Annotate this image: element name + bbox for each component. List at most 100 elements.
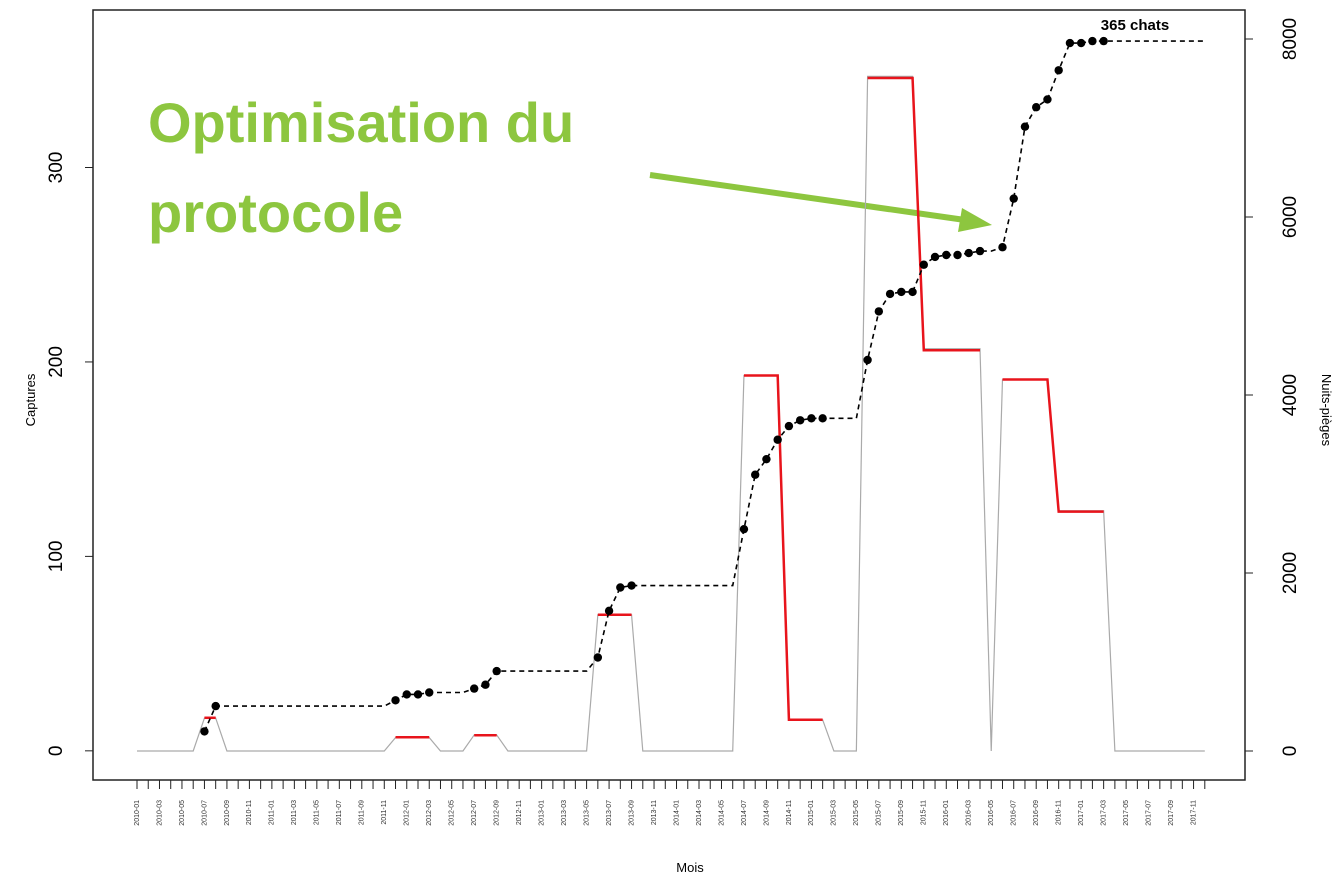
data-point xyxy=(1076,38,1086,48)
x-tick-label: 2015-07 xyxy=(876,800,883,826)
data-point xyxy=(391,696,400,705)
x-tick-label: 2013-09 xyxy=(628,800,635,826)
y2-tick-label: 8000 xyxy=(1280,18,1301,60)
x-tick-label: 2012-05 xyxy=(449,800,456,826)
x-tick-label: 2011-01 xyxy=(269,800,276,825)
data-point xyxy=(470,684,479,693)
annotation: protocole xyxy=(148,181,403,244)
data-point xyxy=(211,701,220,711)
x-tick-label: 2015-05 xyxy=(853,800,860,826)
x-tick-label: 2012-07 xyxy=(471,800,478,826)
x-tick-label: 2014-05 xyxy=(718,800,725,826)
data-point xyxy=(897,287,906,297)
x-tick-label: 2011-05 xyxy=(314,800,321,825)
data-point xyxy=(975,246,985,256)
x-tick-label: 2016-07 xyxy=(1011,800,1018,826)
data-point xyxy=(818,414,827,423)
x-tick-label: 2012-11 xyxy=(516,800,523,825)
series-line xyxy=(203,40,1205,732)
data-point xyxy=(200,727,209,736)
data-point xyxy=(863,355,872,365)
data-point xyxy=(930,252,940,262)
data-point xyxy=(762,454,771,464)
x-tick-label: 2010-05 xyxy=(179,800,186,826)
data-point xyxy=(784,421,794,431)
x-tick-label: 2017-05 xyxy=(1123,800,1130,826)
x-tick-label: 2017-09 xyxy=(1168,800,1175,826)
annotation: 365 chats xyxy=(1101,17,1169,34)
x-tick-label: 2013-01 xyxy=(538,800,545,826)
data-point xyxy=(739,524,749,534)
x-tick-label: 2012-03 xyxy=(426,800,433,826)
data-point xyxy=(1088,36,1097,46)
x-tick-label: 2015-11 xyxy=(921,800,928,825)
data-point xyxy=(908,287,917,297)
x-tick-label: 2010-07 xyxy=(201,800,208,826)
x-tick-label: 2010-09 xyxy=(224,800,231,826)
data-point xyxy=(604,606,614,616)
data-point xyxy=(492,666,501,676)
series-line xyxy=(867,76,980,352)
data-point xyxy=(1099,36,1108,46)
x-tick-label: 2014-09 xyxy=(763,800,770,826)
data-point xyxy=(1020,122,1030,131)
x-tick-label: 2017-07 xyxy=(1145,800,1152,826)
data-point xyxy=(425,688,434,697)
x-tick-label: 2011-07 xyxy=(336,800,343,825)
data-point xyxy=(593,653,603,662)
data-point xyxy=(998,243,1007,252)
data-point xyxy=(964,248,973,258)
x-tick-label: 2010-03 xyxy=(156,800,163,826)
x-tick-label: 2011-09 xyxy=(359,800,366,825)
x-tick-label: 2015-03 xyxy=(831,800,838,826)
x-tick-label: 2016-09 xyxy=(1033,800,1040,826)
data-point xyxy=(795,416,805,425)
series-line xyxy=(1002,378,1104,513)
x-axis-label: Mois xyxy=(676,860,704,875)
data-point xyxy=(953,250,962,260)
data-point xyxy=(402,690,411,699)
x-tick-label: 2013-05 xyxy=(583,800,590,826)
data-point xyxy=(413,690,423,699)
x-tick-label: 2014-07 xyxy=(741,800,748,826)
x-tick-label: 2013-11 xyxy=(651,800,658,825)
y2-axis-label: Nuits-pièges xyxy=(1319,374,1333,447)
data-point xyxy=(1065,38,1075,48)
data-point xyxy=(627,581,636,590)
y2-tick-label: 0 xyxy=(1280,746,1301,757)
x-tick-label: 2012-01 xyxy=(404,800,411,826)
data-point xyxy=(1043,95,1052,104)
x-tick-label: 2016-01 xyxy=(943,800,950,826)
data-point xyxy=(751,470,760,479)
data-point xyxy=(1032,103,1041,112)
x-tick-label: 2017-11 xyxy=(1190,800,1197,825)
x-tick-label: 2012-09 xyxy=(494,800,501,826)
x-tick-label: 2011-03 xyxy=(291,800,298,825)
data-point xyxy=(1054,66,1063,75)
x-tick-label: 2015-01 xyxy=(808,800,815,826)
series-line xyxy=(743,374,823,721)
y-tick-label: 300 xyxy=(46,152,67,184)
x-tick-label: 2014-03 xyxy=(696,800,703,826)
y-axis-label: Captures xyxy=(23,373,38,426)
data-point xyxy=(942,250,951,260)
arrow-shaft xyxy=(649,172,966,223)
x-tick-label: 2017-03 xyxy=(1100,800,1107,826)
data-point xyxy=(885,289,895,299)
x-tick-label: 2013-03 xyxy=(561,800,568,826)
data-point xyxy=(807,414,816,423)
x-tick-label: 2013-07 xyxy=(606,800,613,826)
y2-tick-label: 6000 xyxy=(1280,196,1301,238)
x-tick-label: 2016-03 xyxy=(966,800,973,826)
annotation: Optimisation du xyxy=(148,91,574,154)
data-point xyxy=(616,583,625,592)
x-tick-label: 2014-11 xyxy=(786,800,793,825)
x-tick-label: 2017-01 xyxy=(1078,800,1085,826)
x-tick-label: 2016-05 xyxy=(988,800,995,826)
x-tick-label: 2010-01 xyxy=(134,800,141,826)
y-tick-label: 200 xyxy=(46,346,67,378)
y2-tick-label: 2000 xyxy=(1280,552,1301,594)
data-point xyxy=(1009,194,1018,203)
x-tick-label: 2010-11 xyxy=(246,800,253,825)
